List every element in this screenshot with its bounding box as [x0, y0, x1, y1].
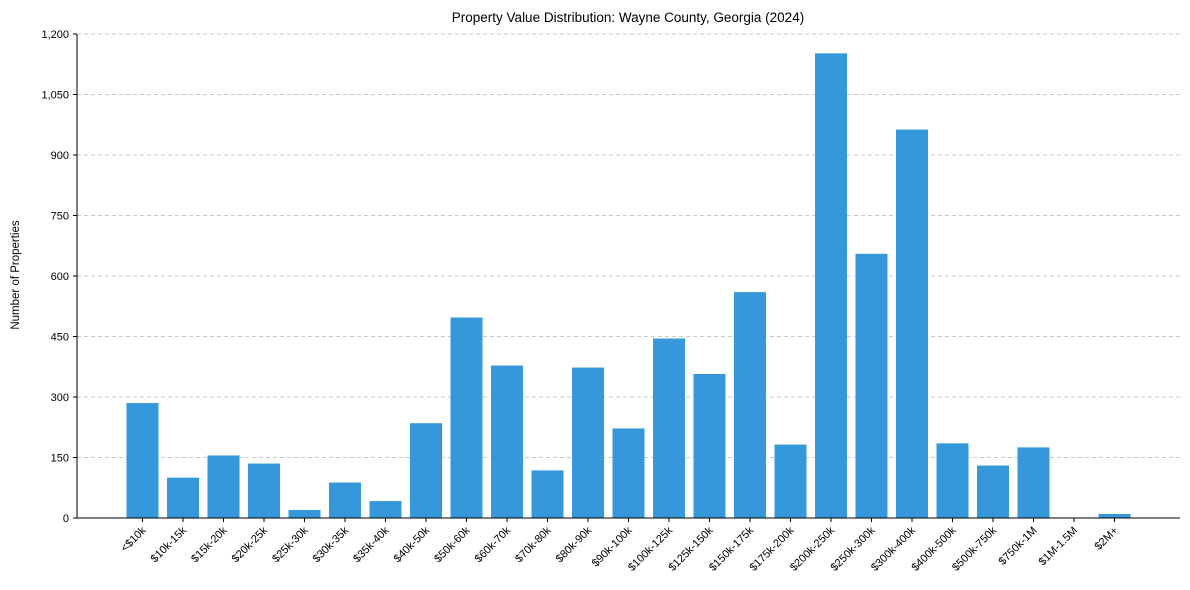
x-tick-label: $70k-80k — [513, 524, 554, 565]
x-tick-label: $750k-1M — [997, 525, 1040, 568]
y-tick-label: 450 — [51, 332, 69, 344]
bars — [126, 53, 1131, 519]
y-axis-label: Number of Properties — [10, 220, 22, 330]
bar-50k-60k — [450, 317, 483, 518]
x-tick-label: $60k-70k — [473, 524, 514, 565]
bar-60k-70k — [491, 365, 523, 518]
x-tick-label: $500k-750k — [950, 524, 999, 573]
bar-25k-30k — [288, 509, 321, 518]
bar-125k-150k — [693, 374, 726, 518]
x-tick-label: $20k-25k — [230, 524, 271, 565]
gridlines — [77, 33, 1180, 458]
x-tick-label: $10k-15k — [149, 524, 190, 565]
x-tick-label: $35k-40k — [351, 524, 392, 565]
bar-200k-250k — [815, 53, 847, 519]
bar-20k-25k — [248, 463, 280, 518]
bar-10k — [126, 403, 159, 518]
x-tick-label: $50k-60k — [432, 524, 473, 565]
x-tick-label: $40k-50k — [392, 524, 433, 565]
bar-2m — [1098, 513, 1131, 518]
y-tick-label: 900 — [51, 150, 69, 162]
x-tick-label: $2M+ — [1092, 525, 1120, 553]
bar-35k-40k — [369, 501, 402, 518]
bar-90k-100k — [612, 428, 645, 518]
x-ticks: <$10k $10k-15k $15k-20k $20k-25k $25k-30k $30… — [119, 518, 1121, 574]
chart-title: Property Value Distribution: Wayne Count… — [452, 10, 804, 25]
x-tick-label: $25k-30k — [270, 524, 311, 565]
y-tick-label: 1,050 — [41, 90, 69, 102]
bar-100k-125k — [653, 338, 685, 518]
y-tick-label: 150 — [51, 453, 69, 465]
bar-250k-300k — [855, 253, 888, 519]
y-tick-label: 600 — [51, 271, 69, 283]
bar-150k-175k — [734, 292, 766, 518]
bar-80k-90k — [572, 367, 604, 518]
x-tick-label: $30k-35k — [311, 524, 352, 565]
y-tick-label: 0 — [63, 513, 69, 525]
x-tick-label: $1M-1.5M — [1037, 525, 1081, 569]
y-tick-label: 300 — [51, 392, 69, 404]
bar-15k-20k — [207, 455, 240, 518]
bar-10k-15k — [167, 477, 199, 518]
x-tick-label: $80k-90k — [554, 524, 595, 565]
bar-40k-50k — [410, 423, 442, 518]
x-tick-label: <$10k — [119, 524, 149, 554]
bar-70k-80k — [531, 470, 564, 518]
y-ticks: 0 150 300 450 600 750 900 1,050 1,200 — [41, 29, 77, 525]
bar-175k-200k — [774, 444, 807, 518]
bar-30k-35k — [329, 482, 361, 518]
bar-500k-750k — [977, 465, 1009, 518]
bar-300k-400k — [896, 129, 928, 518]
x-tick-label: $15k-20k — [189, 524, 230, 565]
y-tick-label: 750 — [51, 211, 69, 223]
y-tick-label: 1,200 — [41, 29, 69, 41]
bar-400k-500k — [936, 443, 969, 518]
bar-750k-1m — [1017, 447, 1050, 518]
